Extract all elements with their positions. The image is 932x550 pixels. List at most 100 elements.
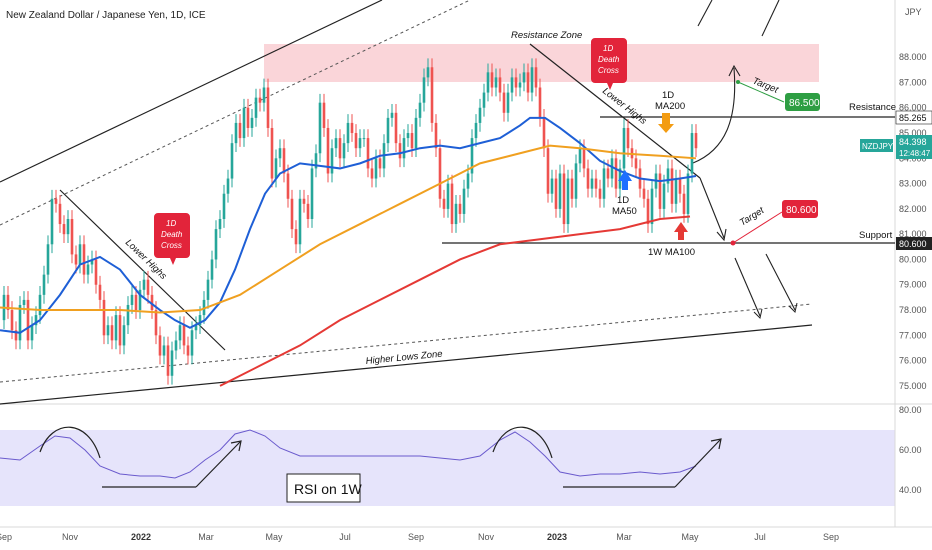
resistance-zone	[264, 44, 819, 82]
candle-body	[406, 133, 410, 139]
candle-body	[302, 198, 306, 204]
candle-body	[570, 178, 574, 199]
candle-body	[434, 122, 438, 149]
moving-averages	[0, 116, 697, 387]
candle-body	[410, 133, 414, 149]
y-tick-label: 76.000	[899, 356, 927, 366]
y-tick-label: 78.000	[899, 305, 927, 315]
candle-body	[42, 274, 46, 295]
candle-body	[110, 325, 114, 341]
candle-body	[498, 77, 502, 93]
candle-body	[206, 279, 210, 300]
price-candles	[2, 58, 698, 385]
candle-body	[162, 345, 166, 356]
resistance-zone-label: Resistance Zone	[511, 30, 582, 41]
rsi-line	[0, 429, 697, 479]
candle-body	[666, 168, 670, 184]
candle-body	[82, 244, 86, 275]
upper-projection-line-2	[761, 0, 780, 37]
ma200-label-line2: MA200	[655, 101, 685, 112]
channel-mid-dashed-line	[0, 0, 471, 226]
death-cross-left-bubble	[154, 213, 190, 265]
rsi-band	[0, 430, 895, 506]
candle-body	[266, 87, 270, 128]
candle-body	[170, 350, 174, 376]
time-axis: Sep Nov 2022 Mar May Jul Sep Nov 2023 Mar May Jul Se…	[0, 532, 839, 542]
candle-body	[238, 122, 242, 139]
candle-body	[6, 294, 10, 311]
y-tick-label: 79.000	[899, 280, 927, 290]
target-bottom-connector	[732, 211, 783, 244]
candle-body	[506, 92, 510, 113]
last-price-tag	[896, 135, 932, 159]
candle-body	[358, 138, 362, 149]
rsi-label-box	[286, 473, 361, 503]
currency-label: JPY	[905, 7, 922, 17]
candle-body	[138, 289, 142, 311]
candle-body	[422, 77, 426, 103]
death-cross-left-line2: Death	[161, 230, 183, 239]
candle-body	[218, 219, 222, 230]
target-high-text: 86.500	[789, 98, 820, 109]
candle-body	[514, 77, 518, 88]
candle-body	[494, 77, 498, 88]
candle-body	[254, 97, 258, 118]
countdown-tag-text: 12:48:47	[899, 149, 931, 158]
candle-body	[286, 173, 290, 199]
candle-body	[146, 279, 150, 295]
support-price-tag	[896, 237, 932, 250]
candle-body	[26, 299, 30, 341]
candle-body	[198, 315, 202, 326]
candle-body	[262, 87, 266, 103]
resistance-price-tag	[895, 110, 932, 125]
y-tick-label: 86.000	[899, 103, 927, 113]
candle-body	[634, 158, 638, 169]
bear-drop-line-2	[765, 253, 796, 311]
death-cross-right-line1: 1D	[603, 44, 613, 53]
ma50-label-line2: MA50	[612, 206, 637, 217]
rsi-top-arc-right	[492, 426, 553, 459]
candle-body	[662, 183, 666, 209]
rsi-rise-right	[674, 439, 721, 488]
candle-body	[398, 143, 402, 159]
candle-body	[234, 122, 238, 144]
candle-body	[34, 315, 38, 326]
candle-body	[46, 244, 50, 275]
candle-body	[186, 345, 190, 356]
rsi-tick-label: 80.00	[899, 405, 922, 415]
candle-body	[290, 198, 294, 230]
candle-body	[126, 304, 130, 326]
rsi-tick-label: 60.00	[899, 445, 922, 455]
candle-body	[414, 117, 418, 149]
candle-body	[14, 330, 18, 341]
candle-body	[622, 127, 626, 169]
candle-body	[178, 325, 182, 341]
candle-body	[582, 148, 586, 169]
symbol-tag	[860, 139, 893, 152]
candle-body	[466, 173, 470, 189]
candle-body	[526, 72, 530, 93]
candle-body	[230, 143, 234, 179]
candle-body	[614, 158, 618, 189]
candle-body	[478, 107, 482, 123]
bear-drop-arrowhead-2	[788, 302, 798, 313]
x-tick-label: Sep	[823, 532, 839, 542]
candle-body	[490, 72, 494, 88]
y-tick-label: 83.000	[899, 179, 927, 189]
candle-body	[122, 325, 126, 346]
candle-body	[482, 92, 486, 108]
candle-body	[586, 168, 590, 189]
candle-body	[58, 203, 62, 225]
candle-body	[486, 72, 490, 93]
candle-body	[694, 133, 698, 149]
rsi-rise-left-arrowhead	[230, 440, 242, 452]
target-top-dot	[736, 80, 740, 84]
bear-drop-line-1	[734, 257, 761, 317]
channel-top-line	[0, 0, 383, 183]
candle-body	[310, 168, 314, 219]
higher-lows-dashed-line	[0, 303, 813, 383]
y-tick-label: 88.000	[899, 52, 927, 62]
candle-body	[378, 158, 382, 169]
x-tick-label: Nov	[62, 532, 79, 542]
